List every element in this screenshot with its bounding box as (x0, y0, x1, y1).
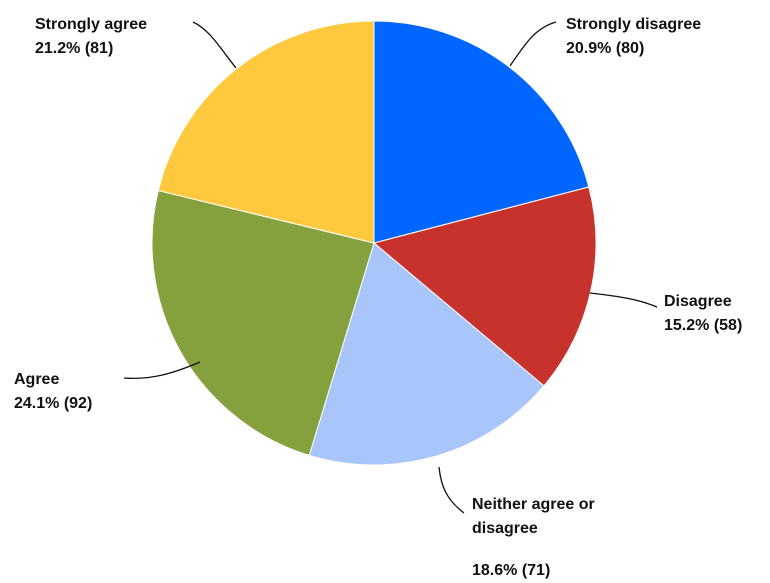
label-value-neither: 18.6% (71) (472, 562, 550, 579)
count-strongly-agree: (81) (85, 40, 113, 57)
pie-slice-strongly-agree (157, 20, 375, 244)
label-name-disagree: Disagree (664, 293, 732, 310)
leader-line-disagree (589, 292, 658, 308)
label-agree: Agree 24.1% (92) (14, 371, 92, 412)
count-strongly-disagree: (80) (616, 40, 644, 57)
count-disagree: (58) (714, 317, 742, 334)
pie-slice-disagree (372, 186, 597, 387)
leader-line-agree (123, 361, 201, 380)
leader-lines (123, 21, 658, 514)
label-name-agree: Agree (14, 371, 59, 388)
leader-line-strongly-disagree (509, 21, 557, 67)
label-value-disagree: 15.2% (58) (664, 317, 742, 334)
pie-slice-strongly-disagree (373, 20, 590, 244)
percent-strongly-agree: 21.2% (35, 40, 80, 57)
count-agree: (92) (64, 395, 92, 412)
label-strongly-disagree: Strongly disagree 20.9% (80) (566, 16, 701, 57)
label-value-agree: 24.1% (92) (14, 395, 92, 412)
percent-strongly-disagree: 20.9% (566, 40, 611, 57)
percent-neither: 18.6% (472, 562, 517, 579)
label-strongly-agree: Strongly agree 21.2% (81) (35, 16, 147, 57)
pie-slice-agree (151, 189, 375, 456)
label-name-neither-line1: Neither agree or (472, 496, 595, 513)
percent-agree: 24.1% (14, 395, 59, 412)
label-name-neither-line2: disagree (472, 520, 538, 537)
label-neither: Neither agree or disagree 18.6% (71) (472, 496, 595, 579)
percent-disagree: 15.2% (664, 317, 709, 334)
label-name-strongly-disagree: Strongly disagree (566, 16, 701, 33)
label-disagree: Disagree 15.2% (58) (664, 293, 742, 334)
leader-line-neither-agree-or-disagree (438, 466, 465, 514)
label-value-strongly-agree: 21.2% (81) (35, 40, 113, 57)
count-neither: (71) (522, 562, 550, 579)
pie-slices (151, 20, 597, 466)
label-name-strongly-agree: Strongly agree (35, 16, 147, 33)
pie-slice-neither-agree-or-disagree (308, 242, 545, 466)
leader-line-strongly-agree (192, 21, 237, 69)
label-value-strongly-disagree: 20.9% (80) (566, 40, 644, 57)
